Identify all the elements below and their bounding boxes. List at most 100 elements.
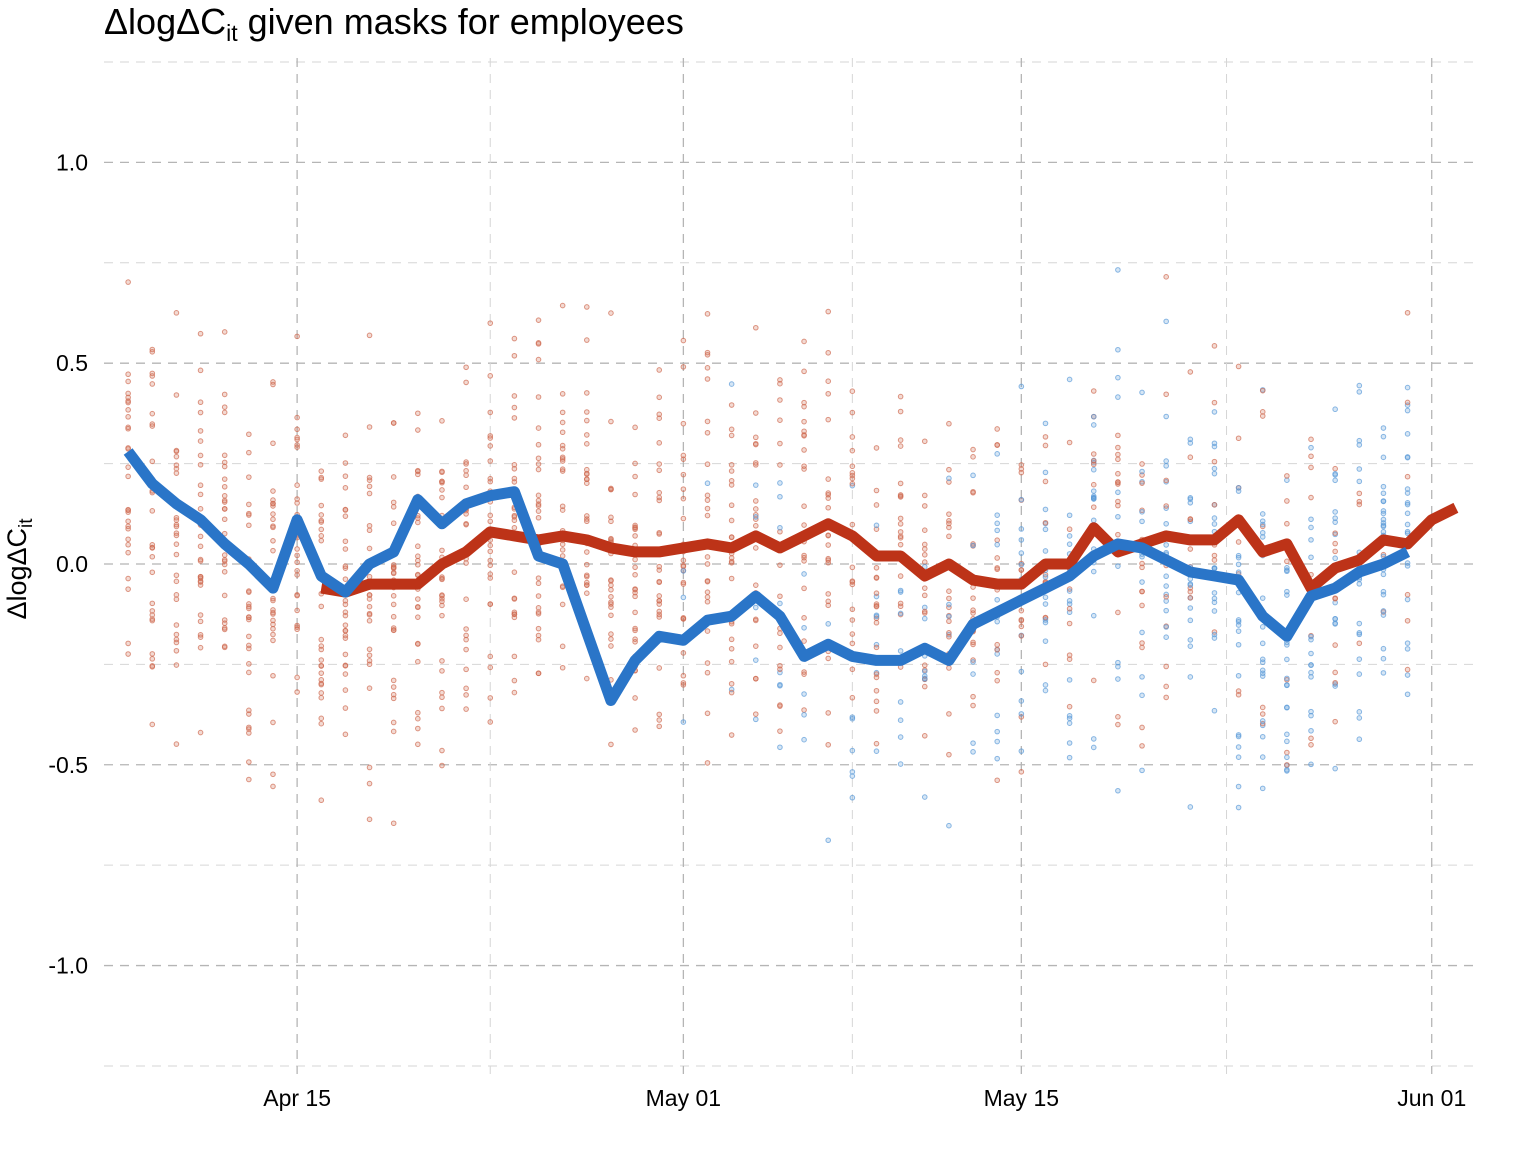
scatter-point (1139, 509, 1145, 515)
scatter-point (1139, 640, 1145, 646)
scatter-point (1308, 727, 1314, 734)
scatter-point (1211, 590, 1218, 596)
scatter-point (1187, 617, 1194, 624)
scatter-point (1163, 463, 1169, 469)
scatter-point (1259, 640, 1266, 647)
scatter-point (342, 546, 349, 552)
scatter-point (439, 747, 445, 754)
scatter-point (1380, 588, 1387, 595)
scatter-point (221, 452, 228, 459)
scatter-point (1090, 744, 1097, 751)
scatter-point (415, 543, 421, 550)
scatter-point (415, 614, 421, 620)
scatter-point (970, 639, 976, 646)
scatter-point (439, 705, 445, 712)
scatter-point (1066, 703, 1073, 710)
scatter-point (1284, 749, 1290, 756)
scatter-point (559, 541, 566, 548)
scatter-point (1090, 496, 1097, 502)
scatter-point (366, 477, 373, 483)
scatter-point (294, 496, 300, 502)
scatter-point (439, 575, 445, 582)
scatter-point (608, 582, 614, 589)
scatter-point (390, 684, 397, 690)
scatter-point (584, 409, 590, 415)
scatter-point (149, 381, 156, 387)
scatter-point (1404, 501, 1411, 508)
scatter-point (149, 458, 156, 465)
scatter-point (559, 409, 566, 416)
scatter-point (1187, 582, 1194, 588)
scatter-point (1404, 384, 1411, 391)
scatter-point (559, 503, 566, 510)
scatter-point (439, 418, 445, 424)
scatter-point (535, 455, 542, 462)
scatter-point (704, 589, 711, 595)
scatter-point (221, 492, 228, 499)
scatter-point (318, 517, 325, 524)
scatter-point (463, 461, 469, 467)
scatter-point (125, 378, 131, 385)
scatter-point (1211, 409, 1218, 415)
scatter-point (777, 462, 783, 468)
scatter-point (970, 595, 976, 601)
scatter-point (366, 617, 373, 624)
scatter-point (1066, 656, 1073, 662)
scatter-point (1163, 542, 1169, 548)
scatter-point (1066, 588, 1073, 594)
scatter-point (415, 571, 421, 578)
scatter-point (946, 511, 952, 517)
scatter-point (197, 729, 204, 736)
scatter-point (1332, 595, 1338, 601)
title-subscript: it (226, 20, 238, 46)
scatter-point (994, 728, 1000, 735)
scatter-point (1115, 676, 1121, 682)
scatter-point (1187, 496, 1194, 502)
scatter-point (511, 415, 518, 421)
scatter-point (873, 487, 880, 494)
scatter-point (825, 741, 832, 748)
scatter-point (125, 390, 131, 397)
scatter-point (390, 592, 397, 599)
scatter-point (1404, 646, 1411, 652)
scatter-point (897, 393, 904, 400)
chart-title: ΔlogΔCit given masks for employees (104, 2, 684, 45)
scatter-point (1139, 692, 1145, 699)
scatter-point (777, 380, 783, 387)
scatter-point (728, 534, 735, 541)
scatter-point (125, 518, 131, 525)
scatter-point (1235, 561, 1242, 568)
scatter-point (1018, 537, 1025, 543)
scatter-point (415, 741, 421, 748)
scatter-point (342, 705, 349, 711)
x-tick-label: Apr 15 (263, 1085, 331, 1111)
scatter-point (463, 521, 469, 527)
scatter-point (825, 591, 832, 597)
scatter-point (197, 482, 204, 489)
scatter-point (1163, 663, 1169, 670)
scatter-point (1332, 406, 1338, 413)
scatter-point (921, 733, 928, 739)
scatter-point (294, 559, 300, 566)
scatter-point (366, 545, 373, 552)
scatter-point (1332, 530, 1338, 536)
scatter-point (463, 666, 469, 673)
scatter-point (1018, 668, 1025, 675)
scatter-point (1018, 496, 1025, 503)
scatter-point (487, 443, 494, 449)
scatter-point (608, 631, 614, 637)
scatter-point (1380, 645, 1387, 652)
scatter-point (221, 516, 228, 523)
scatter-point (366, 332, 373, 339)
scatter-point (246, 449, 252, 456)
scatter-point (994, 565, 1000, 571)
scatter-point (487, 719, 494, 725)
scatter-point (1356, 389, 1363, 395)
scatter-point (704, 429, 711, 436)
scatter-point (1042, 478, 1049, 485)
scatter-point (1308, 761, 1314, 768)
scatter-point (390, 601, 397, 608)
scatter-point (1404, 617, 1411, 624)
scatter-point (463, 459, 469, 465)
scatter-point (1018, 383, 1025, 390)
